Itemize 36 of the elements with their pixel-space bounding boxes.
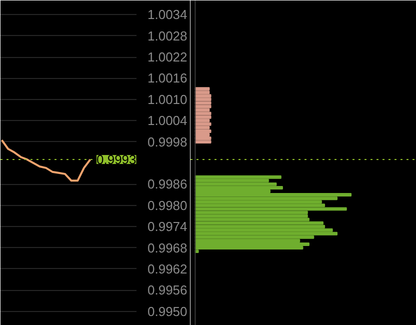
y-tick-label: 0.9986 [148, 176, 188, 192]
bar [194, 140, 212, 144]
y-tick-label: 1.0028 [148, 28, 188, 44]
y-tick-label: 1.0022 [148, 50, 188, 65]
bar [194, 175, 282, 179]
bar [194, 126, 210, 130]
bar [194, 207, 347, 211]
ref-line-label: 0.9993 [96, 152, 136, 167]
bar [194, 118, 210, 122]
y-tick-label: 1.0034 [148, 7, 188, 22]
bar [194, 193, 352, 197]
y-tick-label: 0.9956 [148, 282, 188, 298]
bar [194, 122, 212, 126]
y-tick-label: 1.0004 [148, 113, 188, 128]
line-series [0, 139, 92, 182]
bar [194, 136, 212, 140]
bar [194, 186, 283, 190]
y-tick-label: 1.0016 [148, 70, 188, 86]
bar [194, 90, 210, 94]
bar [194, 221, 324, 225]
bar [194, 115, 212, 119]
bar [194, 112, 212, 116]
y-tick-label: 0.9980 [148, 198, 188, 213]
y-tick-label: 0.9974 [148, 219, 188, 234]
bar [194, 94, 212, 98]
bar [194, 98, 212, 102]
y-tick-label: 1.0010 [148, 92, 188, 107]
bar [194, 87, 210, 91]
y-tick-label: 0.9950 [148, 304, 188, 319]
y-tick-label: 0.9962 [148, 261, 188, 276]
bar [194, 104, 212, 108]
bar [194, 101, 212, 105]
bar [194, 232, 338, 236]
y-tick-label: 0.9998 [148, 134, 188, 150]
bar [194, 129, 212, 133]
y-tick-label: 0.9968 [148, 240, 188, 256]
